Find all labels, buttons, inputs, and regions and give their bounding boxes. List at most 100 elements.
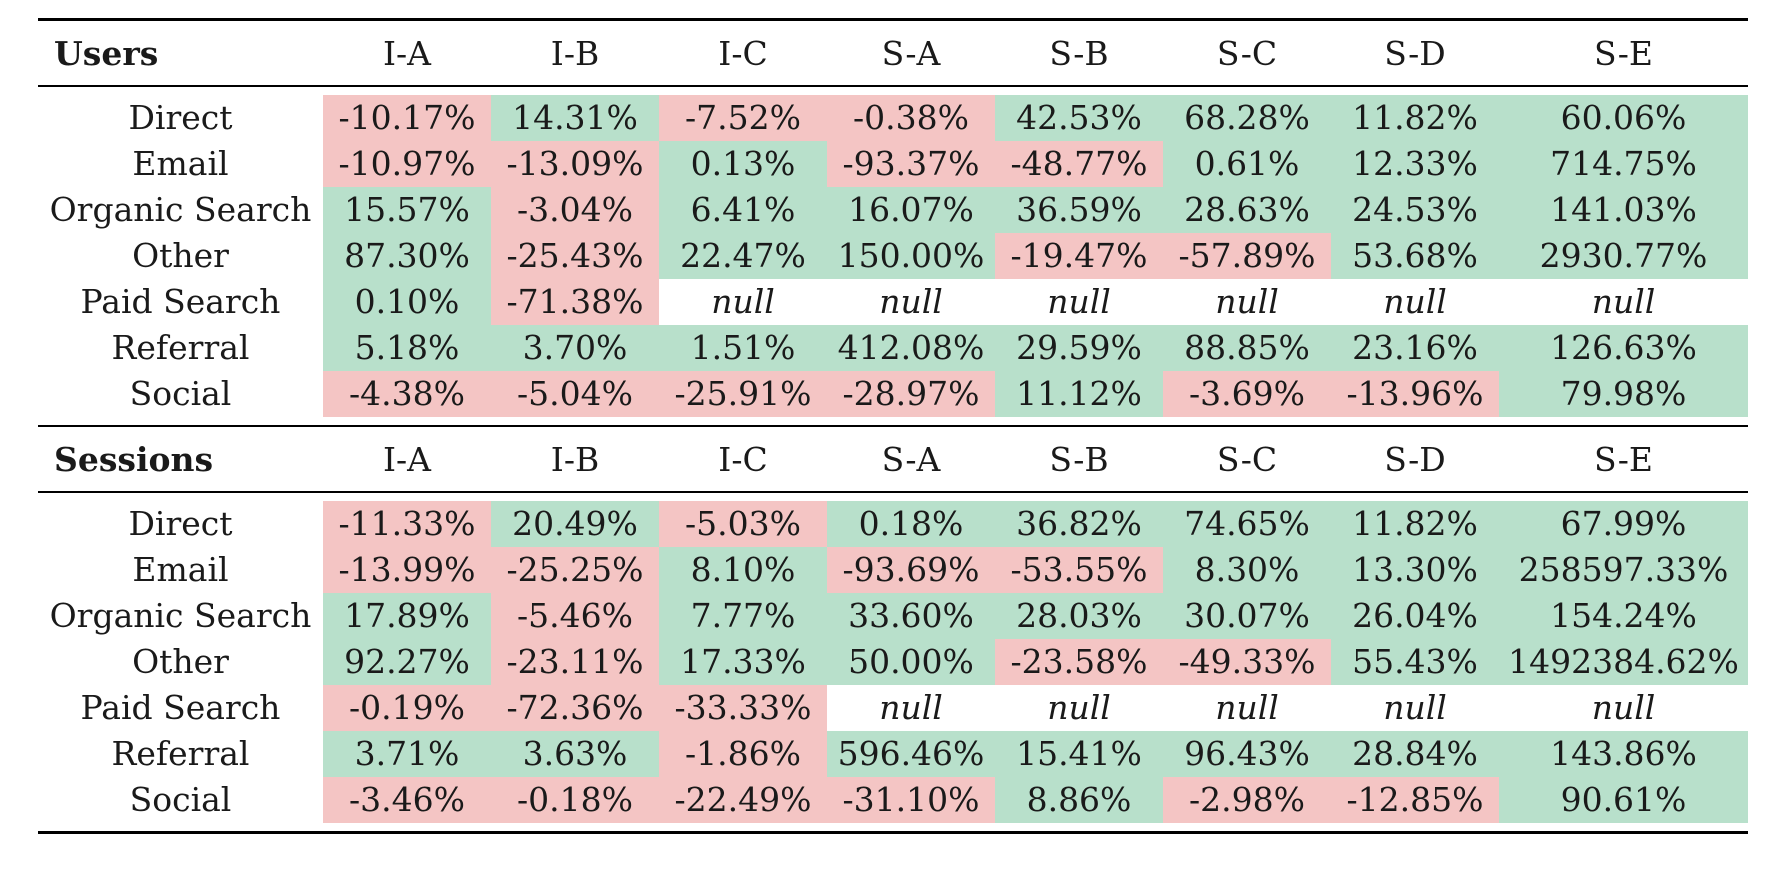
table-cell: 3.71% (323, 731, 491, 777)
row-label: Social (38, 371, 323, 417)
table-cell: null (1163, 685, 1331, 731)
table-cell: -48.77% (995, 141, 1163, 187)
table-cell: 596.46% (827, 731, 995, 777)
column-header: S-E (1499, 426, 1748, 493)
table-cell: 11.12% (995, 371, 1163, 417)
table-cell: -71.38% (491, 279, 659, 325)
row-label: Social (38, 777, 323, 823)
column-header: S-E (1499, 18, 1748, 87)
table-cell: null (1499, 685, 1748, 731)
row-label: Referral (38, 731, 323, 777)
table-cell: 5.18% (323, 325, 491, 371)
table-cell: 28.03% (995, 593, 1163, 639)
table-cell: -72.36% (491, 685, 659, 731)
table-row: Organic Search 15.57% -3.04% 6.41% 16.07% 36.… (38, 187, 1748, 233)
table-row: Social -4.38% -5.04% -25.91% -28.97% 11.12% -3… (38, 371, 1748, 417)
table-cell: 42.53% (995, 95, 1163, 141)
table-cell: 14.31% (491, 95, 659, 141)
table-cell: -3.69% (1163, 371, 1331, 417)
table-cell: 92.27% (323, 639, 491, 685)
column-header: I-A (323, 426, 491, 493)
table-cell: -25.43% (491, 233, 659, 279)
table-cell: -19.47% (995, 233, 1163, 279)
table-cell: 7.77% (659, 593, 827, 639)
row-label: Direct (38, 95, 323, 141)
table-cell: -49.33% (1163, 639, 1331, 685)
table-cell: 79.98% (1499, 371, 1748, 417)
table-cell: 141.03% (1499, 187, 1748, 233)
table-cell: -0.38% (827, 95, 995, 141)
table-cell: 60.06% (1499, 95, 1748, 141)
table-cell: -53.55% (995, 547, 1163, 593)
table-cell: -93.37% (827, 141, 995, 187)
row-label: Organic Search (38, 187, 323, 233)
column-header: I-C (659, 426, 827, 493)
table-cell: 17.33% (659, 639, 827, 685)
table-cell: -11.33% (323, 501, 491, 547)
column-header: S-A (827, 18, 995, 87)
column-header: S-B (995, 18, 1163, 87)
section-header-row: Users I-A I-B I-C S-A S-B S-C S-D S-E (38, 18, 1748, 87)
table-cell: 8.30% (1163, 547, 1331, 593)
table-cell: 29.59% (995, 325, 1163, 371)
table-cell: -23.58% (995, 639, 1163, 685)
table-cell: 20.49% (491, 501, 659, 547)
table-row: Other 87.30% -25.43% 22.47% 150.00% -19.47% -5… (38, 233, 1748, 279)
table-cell: 126.63% (1499, 325, 1748, 371)
table-cell: -93.69% (827, 547, 995, 593)
table-cell: -3.04% (491, 187, 659, 233)
row-label: Paid Search (38, 685, 323, 731)
table-cell: 13.30% (1331, 547, 1499, 593)
table-cell: 15.57% (323, 187, 491, 233)
column-header: S-B (995, 426, 1163, 493)
table-row: Other 92.27% -23.11% 17.33% 50.00% -23.58% -49… (38, 639, 1748, 685)
row-label: Referral (38, 325, 323, 371)
table-cell: 258597.33% (1499, 547, 1748, 593)
table-cell: 87.30% (323, 233, 491, 279)
table-cell: 36.82% (995, 501, 1163, 547)
table-cell: 33.60% (827, 593, 995, 639)
table-cell: 8.10% (659, 547, 827, 593)
table-cell: -13.99% (323, 547, 491, 593)
table-cell: 50.00% (827, 639, 995, 685)
table-body: Users I-A I-B I-C S-A S-B S-C S-D S-E Direct -10.1… (38, 18, 1748, 842)
table-cell: -33.33% (659, 685, 827, 731)
table-cell: -22.49% (659, 777, 827, 823)
table-cell: -25.25% (491, 547, 659, 593)
section-title: Users (38, 18, 323, 87)
column-header: I-B (491, 426, 659, 493)
table-cell: -2.98% (1163, 777, 1331, 823)
table-cell: null (1331, 279, 1499, 325)
table-cell: 15.41% (995, 731, 1163, 777)
table-cell: null (1499, 279, 1748, 325)
column-header: S-D (1331, 426, 1499, 493)
row-label: Paid Search (38, 279, 323, 325)
table-cell: 23.16% (1331, 325, 1499, 371)
table-cell: -5.46% (491, 593, 659, 639)
row-label: Organic Search (38, 593, 323, 639)
table-cell: -0.19% (323, 685, 491, 731)
table-cell: -5.03% (659, 501, 827, 547)
table-cell: 30.07% (1163, 593, 1331, 639)
table-cell: 6.41% (659, 187, 827, 233)
table-cell: 67.99% (1499, 501, 1748, 547)
row-label: Email (38, 141, 323, 187)
table-cell: 0.61% (1163, 141, 1331, 187)
table-row: Paid Search -0.19% -72.36% -33.33% null null n… (38, 685, 1748, 731)
table-row: Organic Search 17.89% -5.46% 7.77% 33.60% 28.… (38, 593, 1748, 639)
table-cell: -3.46% (323, 777, 491, 823)
table-cell: -10.97% (323, 141, 491, 187)
column-header: S-A (827, 426, 995, 493)
section-title: Sessions (38, 426, 323, 493)
table-cell: 0.10% (323, 279, 491, 325)
row-label: Direct (38, 501, 323, 547)
table-cell: 24.53% (1331, 187, 1499, 233)
table-cell: -5.04% (491, 371, 659, 417)
table-cell: 0.13% (659, 141, 827, 187)
column-header: I-A (323, 18, 491, 87)
table-cell: -7.52% (659, 95, 827, 141)
table-cell: 26.04% (1331, 593, 1499, 639)
table-cell: null (659, 279, 827, 325)
table-row: Direct -11.33% 20.49% -5.03% 0.18% 36.82% 74.6… (38, 501, 1748, 547)
table-cell: 12.33% (1331, 141, 1499, 187)
